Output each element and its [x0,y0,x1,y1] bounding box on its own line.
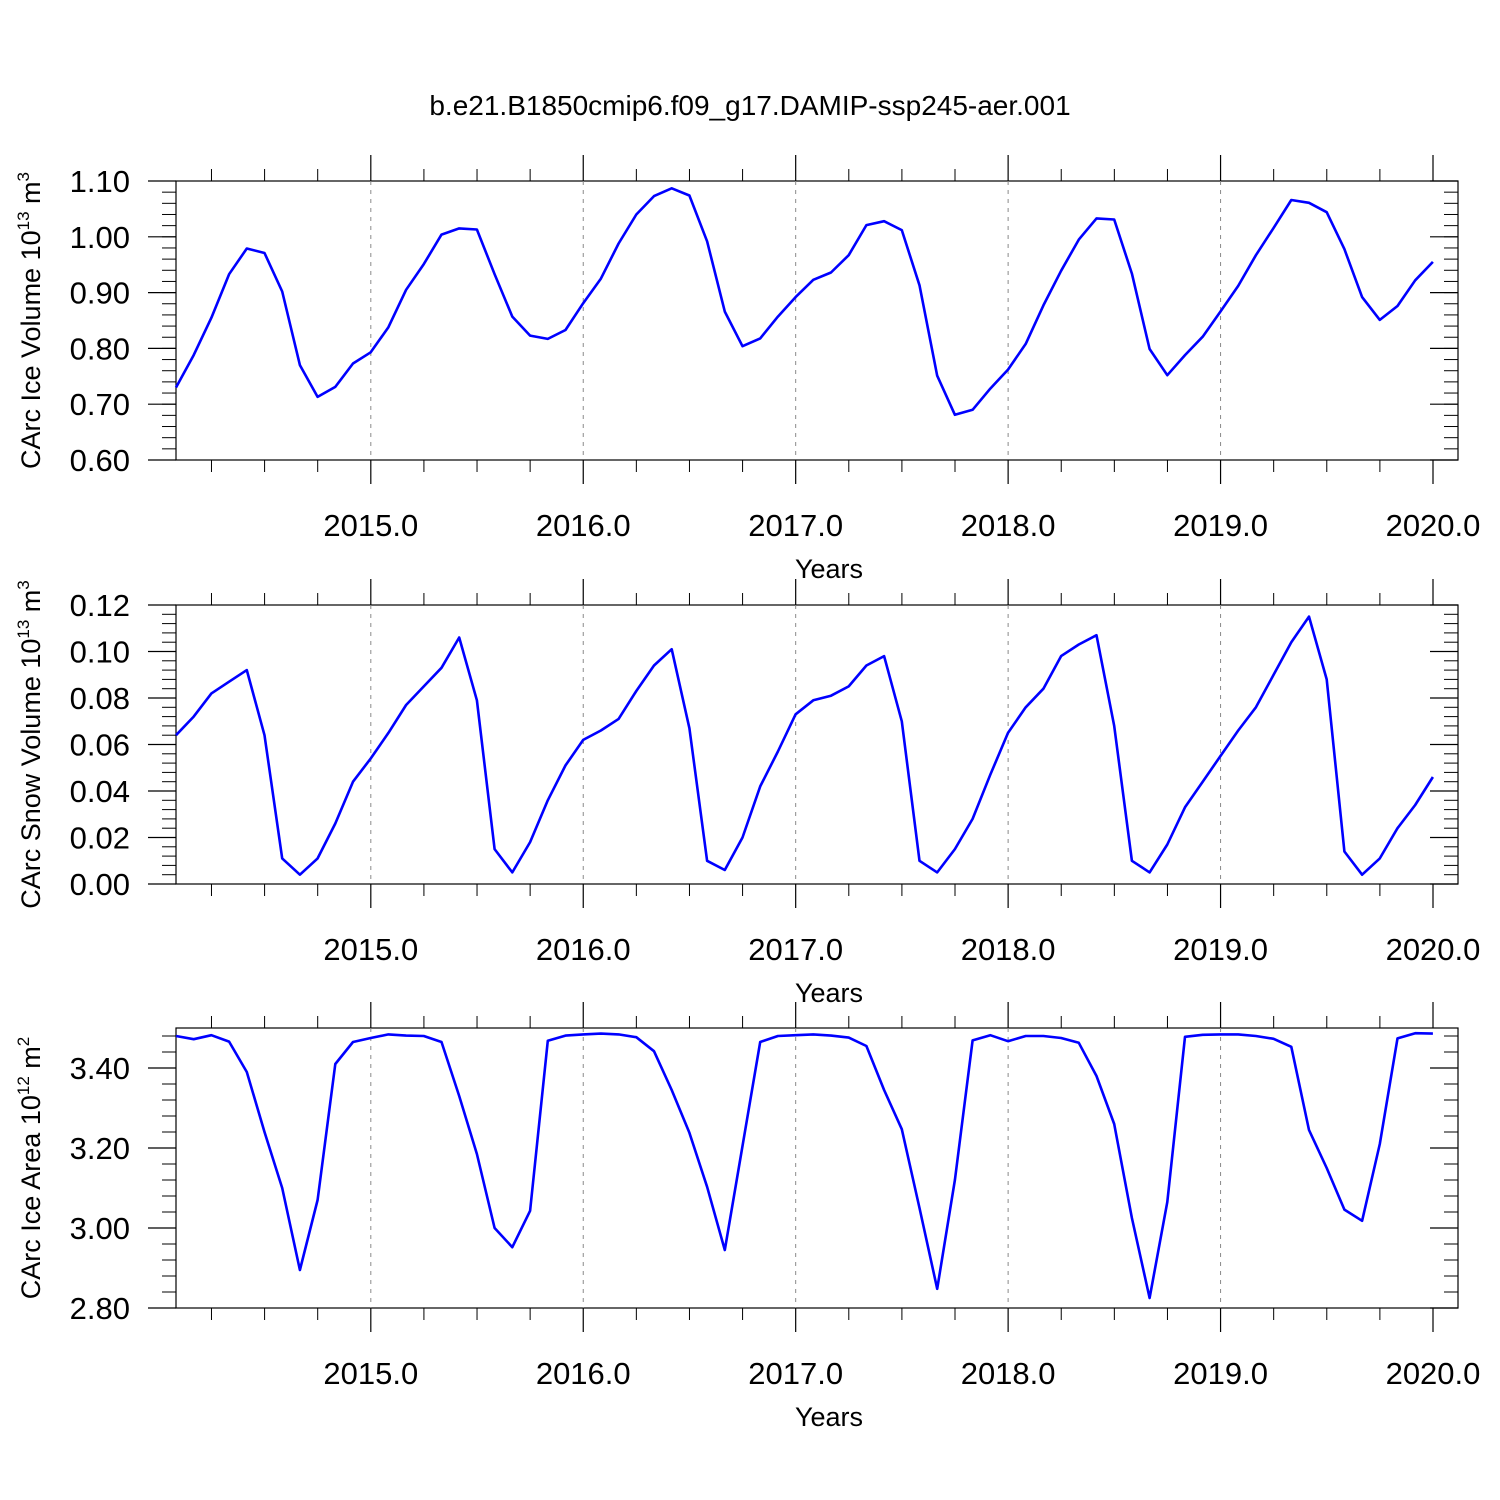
x-tick-label: 2020.0 [1386,1356,1481,1391]
x-tick-label: 2016.0 [536,508,631,543]
x-tick-label: 2015.0 [323,508,418,543]
panel-snow-volume: 2015.0 2016.0 2017.0 2018.0 2019.0 2020.0 0.00… [14,579,1480,1008]
x-tick-label: 2020.0 [1386,508,1481,543]
x-tick-label: 2016.0 [536,1356,631,1391]
x-tick-label: 2017.0 [748,508,843,543]
data-series-line [175,615,1434,876]
y-tick-label: 3.20 [70,1131,130,1166]
x-tick-label: 2018.0 [961,508,1056,543]
x-tick-label: 2017.0 [748,932,843,967]
x-axis-label: Years [795,1402,863,1432]
x-tick-label: 2020.0 [1386,932,1481,967]
y-tick-label: 2.80 [70,1291,130,1326]
panel-ice-area: 2015.0 2016.0 2017.0 2018.0 2019.0 2020.0 2.80… [14,1002,1480,1432]
y-tick-label: 0.10 [70,635,130,670]
y-tick-label: 3.40 [70,1051,130,1086]
x-axis-label: Years [795,554,863,584]
panel-ice-volume: 2015.0 2016.0 2017.0 2018.0 2019.0 2020.0 0.60… [14,155,1480,584]
y-axis-label: CArc Ice Volume 1013 m3 [14,172,46,469]
y-tick-label: 1.10 [70,164,130,199]
x-tick-label: 2019.0 [1173,508,1268,543]
data-series-line [174,187,1434,417]
y-tick-label: 0.00 [70,867,130,902]
y-axis-label: CArc Ice Area 1012 m2 [14,1037,46,1300]
y-tick-label: 0.70 [70,387,130,422]
y-axis-label: CArc Snow Volume 1013 m3 [14,580,46,909]
x-tick-label: 2017.0 [748,1356,843,1391]
y-tick-label: 3.00 [70,1211,130,1246]
y-tick-label: 0.06 [70,728,130,763]
y-tick-label: 0.02 [70,821,130,856]
y-tick-label: 0.08 [70,681,130,716]
y-tick-label: 0.04 [70,774,130,809]
y-tick-label: 0.12 [70,588,130,623]
plot-frame [175,1027,1459,1309]
plot-frame [175,604,1459,885]
chart-title: b.e21.B1850cmip6.f09_g17.DAMIP-ssp245-ae… [429,90,1071,121]
x-tick-label: 2016.0 [536,932,631,967]
data-series-line [175,1031,1433,1300]
y-tick-label: 0.80 [70,331,130,366]
y-tick-label: 0.60 [70,443,130,478]
x-axis-label: Years [795,978,863,1008]
y-tick-label: 1.00 [70,220,130,255]
x-tick-label: 2015.0 [323,1356,418,1391]
x-tick-label: 2015.0 [323,932,418,967]
x-tick-label: 2019.0 [1173,932,1268,967]
y-tick-label: 0.90 [70,276,130,311]
x-tick-label: 2018.0 [961,1356,1056,1391]
x-tick-label: 2018.0 [961,932,1056,967]
plot-frame [175,180,1459,461]
x-tick-label: 2019.0 [1173,1356,1268,1391]
